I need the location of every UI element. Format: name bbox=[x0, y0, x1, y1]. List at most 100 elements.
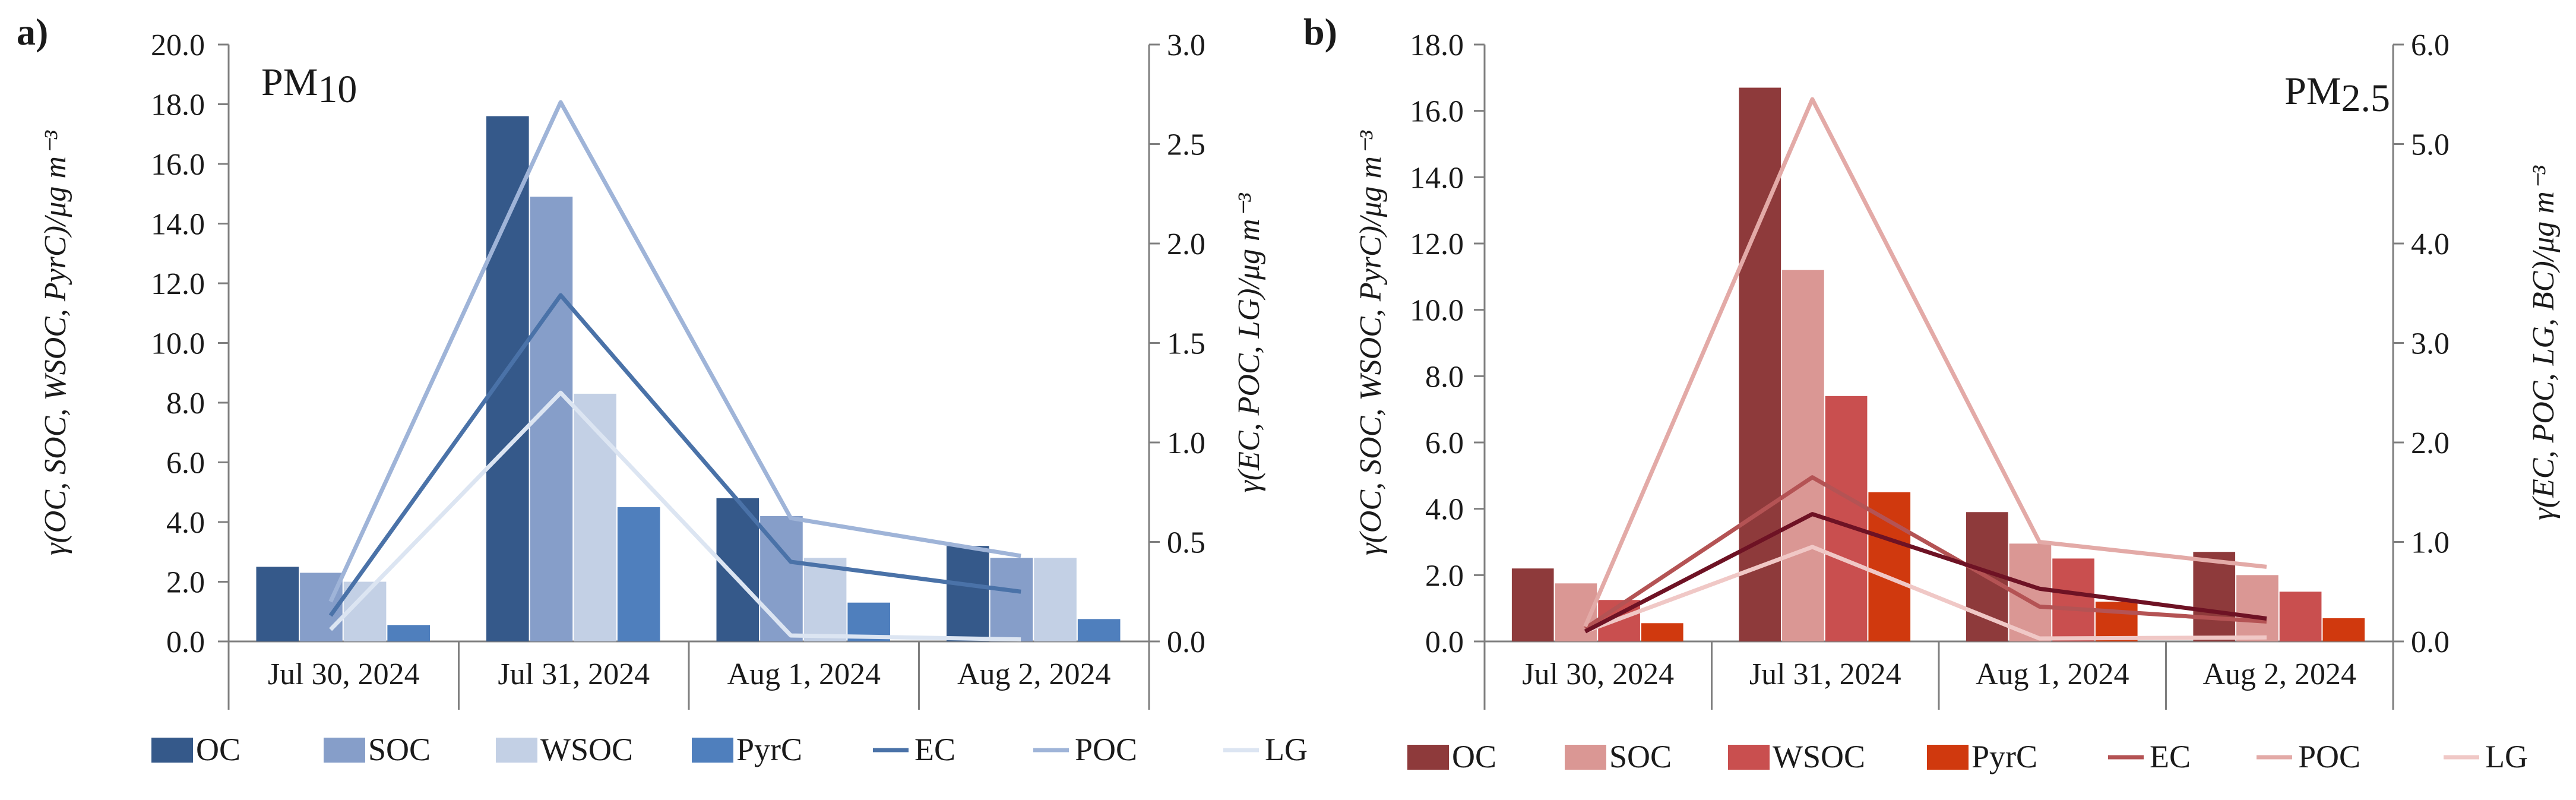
bar-soc bbox=[1782, 270, 1824, 642]
y-tick-label-left: 14.0 bbox=[151, 208, 205, 242]
line-bc bbox=[1584, 512, 2267, 634]
legend-swatch-soc bbox=[1565, 745, 1606, 770]
line-lg bbox=[329, 390, 1021, 642]
y-tick-label-right: 6.0 bbox=[2411, 29, 2450, 62]
legend-swatch-wsoc bbox=[496, 738, 537, 763]
y-tick-label-right: 2.5 bbox=[1167, 128, 1205, 162]
legend-swatch-pyrc bbox=[692, 738, 733, 763]
y-tick-label-right: 0.0 bbox=[2411, 625, 2450, 659]
legend-label-poc: POC bbox=[2298, 739, 2360, 774]
y-tick-label-right: 5.0 bbox=[2411, 128, 2450, 162]
legend-label-ec: EC bbox=[914, 732, 955, 767]
y-axis-label-left: γ(OC, SOC, WSOC, PyrC)/μg m⁻³ bbox=[39, 130, 72, 555]
y-tick-label-right: 0.5 bbox=[1167, 526, 1205, 560]
bar-wsoc bbox=[1034, 558, 1077, 641]
chart-title-sub: 10 bbox=[318, 68, 357, 111]
bar-wsoc bbox=[803, 558, 847, 641]
chart-title: PM2.5 bbox=[2284, 69, 2390, 120]
chart-title-main: PM bbox=[2284, 69, 2341, 113]
legend-swatch-oc bbox=[151, 738, 193, 763]
y-tick-label-right: 3.0 bbox=[2411, 327, 2450, 361]
chart-title-sub: 2.5 bbox=[2341, 77, 2391, 120]
legend-label-lg: LG bbox=[1265, 732, 1308, 767]
legend-label-ec: EC bbox=[2150, 739, 2191, 774]
chart-title-main: PM bbox=[261, 61, 318, 104]
y-tick-label-left: 6.0 bbox=[1425, 426, 1464, 460]
y-tick-label-left: 10.0 bbox=[1410, 294, 1464, 328]
legend-label-wsoc: WSOC bbox=[1773, 739, 1865, 774]
x-tick-label: Jul 30, 2024 bbox=[268, 657, 420, 691]
y-tick-label-left: 16.0 bbox=[1410, 95, 1464, 129]
legend-swatch-wsoc bbox=[1728, 745, 1770, 770]
y-tick-label-left: 12.0 bbox=[1410, 227, 1464, 261]
y-axis-label-right: γ(EC, POC, LG, BC)/μg m⁻³ bbox=[2527, 165, 2561, 520]
y-tick-label-left: 14.0 bbox=[1410, 161, 1464, 195]
bar-wsoc bbox=[574, 393, 616, 641]
y-axis-label-right: γ(EC, POC, LG)/μg m⁻³ bbox=[1232, 192, 1266, 493]
legend-label-lg: LG bbox=[2485, 739, 2528, 774]
y-tick-label-left: 20.0 bbox=[151, 29, 205, 62]
y-tick-label-left: 0.0 bbox=[166, 625, 205, 659]
bar-pyrc bbox=[2095, 602, 2138, 641]
bar-pyrc bbox=[1077, 619, 1121, 641]
line-ec bbox=[1584, 475, 2267, 631]
bar-pyrc bbox=[617, 507, 660, 641]
y-tick-label-left: 2.0 bbox=[1425, 559, 1464, 593]
bar-pyrc bbox=[387, 625, 430, 641]
y-tick-label-right: 2.0 bbox=[2411, 426, 2450, 460]
legend-swatch-soc bbox=[324, 738, 365, 763]
legend-label-soc: SOC bbox=[1609, 739, 1672, 774]
y-tick-label-left: 4.0 bbox=[166, 506, 205, 540]
bar-oc bbox=[947, 546, 989, 641]
bar-oc bbox=[256, 567, 299, 641]
legend-label-pyrc: PyrC bbox=[736, 732, 802, 767]
y-tick-label-right: 0.0 bbox=[1167, 625, 1205, 659]
bar-pyrc bbox=[1641, 623, 1683, 641]
legend-label-wsoc: WSOC bbox=[540, 732, 633, 767]
y-tick-label-left: 16.0 bbox=[151, 148, 205, 182]
panel-label: b) bbox=[1303, 11, 1337, 53]
bar-oc bbox=[716, 498, 759, 641]
bar-wsoc bbox=[2279, 592, 2322, 641]
legend-label-oc: OC bbox=[1452, 739, 1496, 774]
bar-oc bbox=[1511, 568, 1554, 641]
y-tick-label-right: 4.0 bbox=[2411, 227, 2450, 261]
x-tick-label: Jul 31, 2024 bbox=[1749, 657, 1901, 691]
y-tick-label-left: 8.0 bbox=[1425, 360, 1464, 394]
legend-label-poc: POC bbox=[1075, 732, 1137, 767]
y-tick-label-right: 1.0 bbox=[1167, 426, 1205, 460]
y-tick-label-left: 2.0 bbox=[166, 566, 205, 600]
panel-a: a) 0.0 2.0 4.0 6.0 8.0 10.0 12.0 14.0 16.0 18.0 20.… bbox=[17, 11, 1308, 767]
line-poc bbox=[328, 100, 1021, 603]
x-tick-label: Aug 1, 2024 bbox=[1976, 657, 2129, 691]
y-tick-label-right: 2.0 bbox=[1167, 227, 1205, 261]
y-axis-label-left: γ(OC, SOC, WSOC, PyrC)/μg m⁻³ bbox=[1354, 130, 1388, 555]
bar-pyrc bbox=[1868, 492, 1911, 641]
y-tick-label-left: 6.0 bbox=[166, 447, 205, 480]
line-ec bbox=[328, 293, 1021, 617]
legend-label-soc: SOC bbox=[368, 732, 431, 767]
y-tick-label-left: 8.0 bbox=[166, 387, 205, 420]
legend-swatch-pyrc bbox=[1927, 745, 1969, 770]
y-tick-label-right: 3.0 bbox=[1167, 29, 1205, 62]
bar-wsoc bbox=[2052, 558, 2094, 641]
y-tick-label-left: 12.0 bbox=[151, 267, 205, 301]
y-tick-label-left: 18.0 bbox=[1410, 29, 1464, 62]
chart-title: PM10 bbox=[261, 61, 357, 111]
y-tick-label-left: 18.0 bbox=[151, 88, 205, 122]
y-tick-label-right: 1.5 bbox=[1167, 327, 1205, 361]
x-tick-label: Aug 1, 2024 bbox=[727, 657, 881, 691]
panel-label: a) bbox=[17, 11, 48, 53]
y-tick-label-left: 10.0 bbox=[151, 327, 205, 361]
line-lg bbox=[1584, 545, 2267, 641]
legend-label-pyrc: PyrC bbox=[1971, 739, 2037, 774]
x-tick-label: Jul 31, 2024 bbox=[498, 657, 650, 691]
y-tick-label-right: 1.0 bbox=[2411, 526, 2450, 560]
bar-oc bbox=[2193, 552, 2236, 641]
x-tick-label: Aug 2, 2024 bbox=[2202, 657, 2356, 691]
x-tick-label: Aug 2, 2024 bbox=[957, 657, 1111, 691]
line-poc bbox=[1583, 97, 2267, 628]
x-tick-label: Jul 30, 2024 bbox=[1522, 657, 1674, 691]
